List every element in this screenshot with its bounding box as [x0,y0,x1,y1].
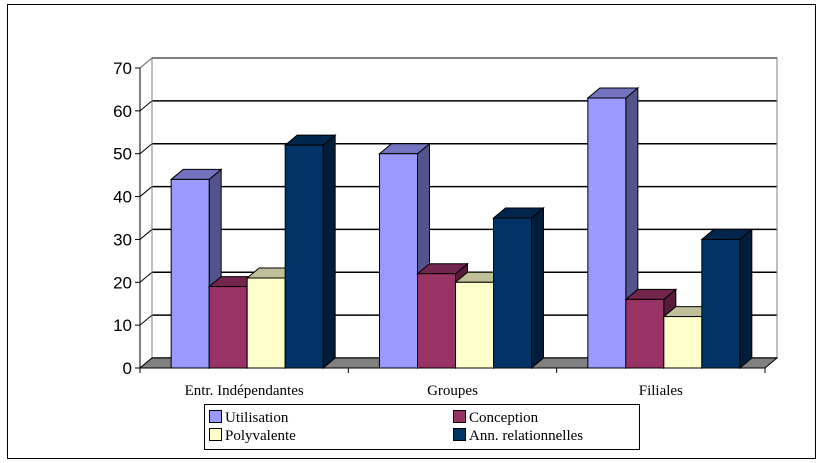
y-tick-label: 20 [113,273,132,292]
legend-label-polyvalente: Polyvalente [225,428,296,444]
bar [625,298,665,369]
gridline-diagonal [139,186,153,197]
legend-item-polyvalente: Polyvalente [209,427,296,445]
bar [208,286,248,369]
gridline-diagonal [139,143,153,155]
bar [284,144,324,369]
gridline-diagonal [139,100,153,112]
legend-swatch-ann-relationnelles [453,428,466,442]
legend: Utilisation Conception Polyvalente Ann. … [204,404,640,450]
bar [587,97,627,369]
legend-swatch-polyvalente [209,428,222,442]
x-category-label: Entr. Indépendantes [185,383,304,399]
y-tick-label: 60 [113,102,132,121]
legend-label-ann-relationnelles: Ann. relationnelles [469,428,584,444]
bar [246,277,286,369]
y-tick-label: 0 [123,359,132,378]
y-tick-label: 50 [113,145,132,164]
bar [379,153,418,369]
legend-swatch-utilisation [209,410,222,424]
plot-side-wall [139,56,153,370]
bar [701,238,741,369]
y-tick-label: 30 [113,230,132,249]
bar [493,217,532,369]
bar-side [322,134,336,370]
bar-side [739,228,753,370]
y-tick-label: 10 [113,316,132,335]
bar [663,316,703,369]
gridline-diagonal [139,314,153,326]
legend-label-utilisation: Utilisation [225,410,289,426]
bar [417,273,456,369]
legend-label-conception: Conception [469,410,539,426]
y-tick-label: 70 [113,59,132,78]
x-category-label: Groupes [427,383,478,399]
legend-item-conception: Conception [453,409,538,427]
legend-swatch-conception [453,410,466,424]
legend-item-utilisation: Utilisation [209,409,288,427]
bar-side [531,206,544,370]
legend-item-ann-relationnelles: Ann. relationnelles [453,427,583,445]
y-tick-label: 40 [113,188,132,207]
gridline-diagonal [139,271,153,283]
gridline-diagonal [139,229,153,240]
bar [455,281,494,369]
bar [170,178,210,369]
x-category-label: Filiales [639,383,683,399]
